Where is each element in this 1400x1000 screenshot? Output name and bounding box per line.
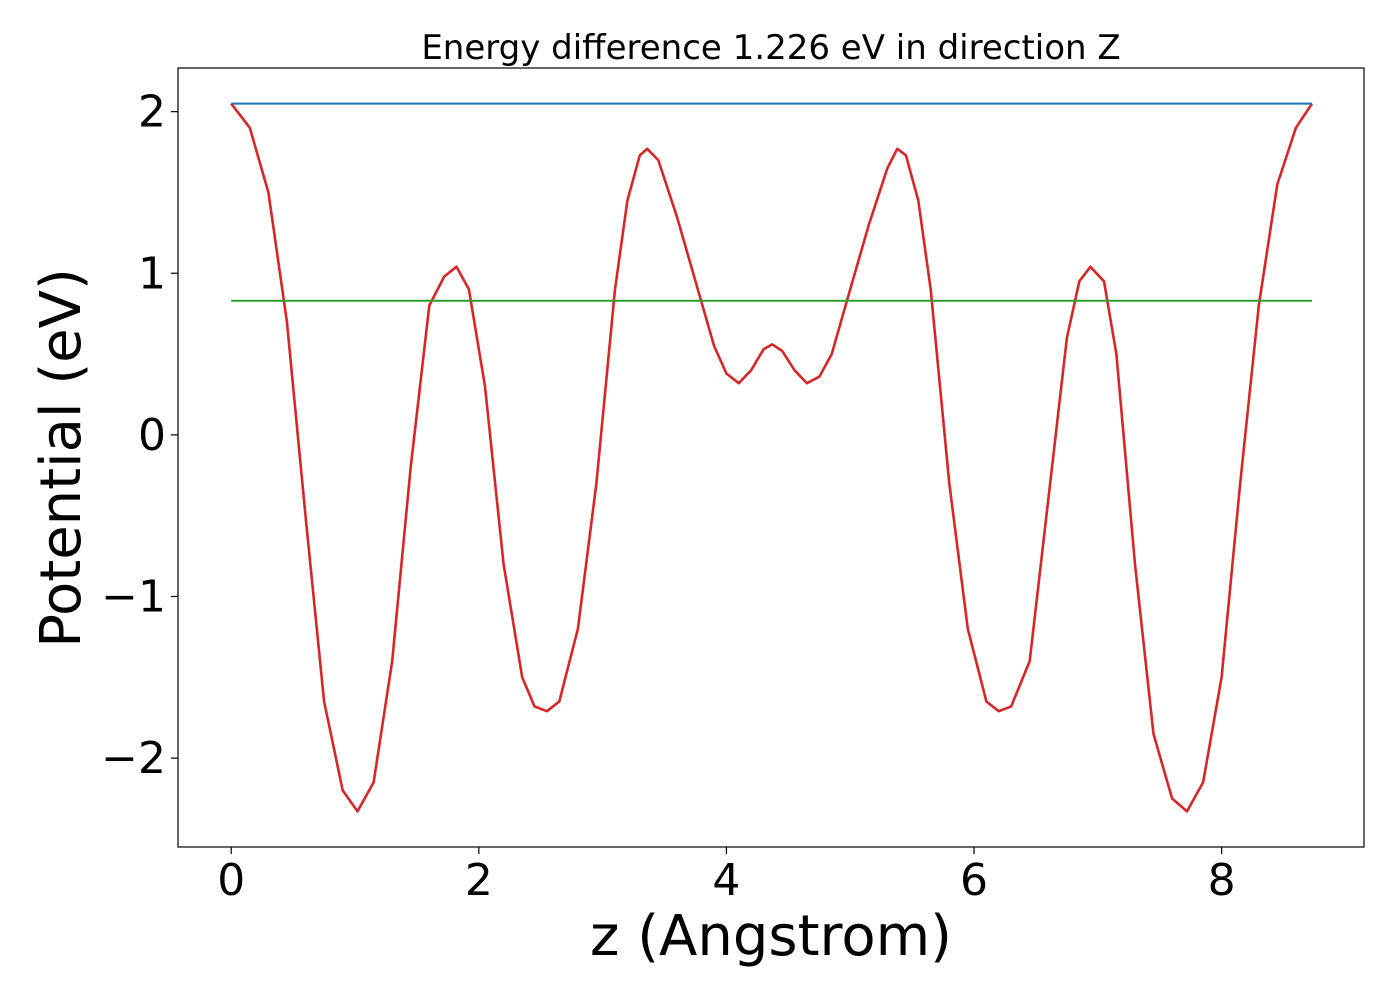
x-axis-label: z (Angstrom) (590, 904, 952, 969)
x-tick-label: 2 (465, 855, 493, 906)
x-tick-label: 8 (1208, 855, 1236, 906)
y-tick-label: −1 (101, 571, 166, 622)
series-layer (230, 102, 1314, 813)
chart-title: Energy difference 1.226 eV in direction … (421, 28, 1120, 68)
y-tick-label: 0 (138, 410, 166, 461)
y-tick-label: 2 (138, 87, 166, 138)
y-tick-label: −2 (101, 733, 166, 784)
x-axis: 0 2 4 6 8 (217, 847, 1236, 906)
x-tick-label: 6 (960, 855, 988, 906)
series-line-0 (230, 102, 1314, 813)
plot-area (177, 67, 1365, 848)
y-tick-label: 1 (138, 248, 166, 299)
x-tick-label: 0 (217, 855, 245, 906)
y-axis-label: Potential (eV) (29, 268, 94, 648)
x-tick-label: 4 (712, 855, 740, 906)
y-axis: −2 −1 0 1 2 (101, 87, 178, 784)
